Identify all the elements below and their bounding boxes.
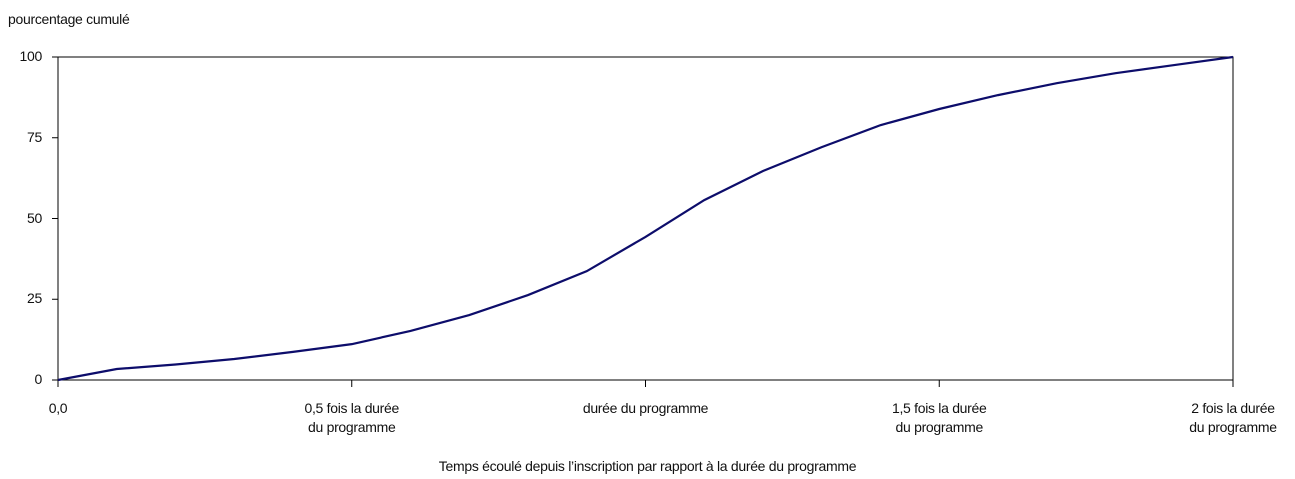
x-tick-label: 2 fois la durée du programme: [1189, 400, 1277, 435]
x-tick-label: 0,0: [48, 400, 68, 416]
x-axis-label: Temps écoulé depuis l’inscription par ra…: [438, 458, 857, 474]
line: [57, 55, 1234, 382]
y-tick-label: 100: [19, 48, 43, 64]
y-tick-label: 50: [27, 209, 42, 226]
x-tick-label: 1,5 fois la durée du programme: [891, 400, 987, 435]
x-tick-label: 0,5 fois la durée du programme: [304, 400, 400, 435]
y-tick-label: 0: [34, 371, 43, 387]
y-axis-label: pourcentage cumulé: [8, 11, 130, 27]
y-tick-label: 25: [27, 290, 42, 307]
x-tick-label: durée du programme: [582, 400, 709, 416]
plot-frame: [57, 56, 1234, 381]
y-tick-label: 75: [27, 128, 42, 145]
